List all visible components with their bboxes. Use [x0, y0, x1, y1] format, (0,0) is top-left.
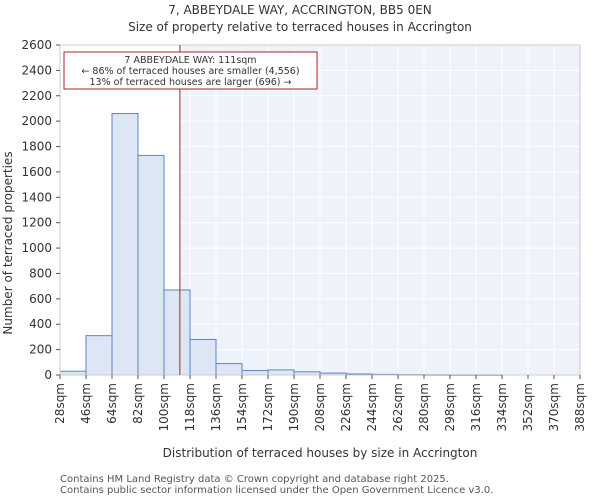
- x-tick-label-2: 64sqm: [105, 383, 119, 424]
- bar-2: [111, 113, 139, 376]
- y-tick-label-0: 0: [44, 368, 52, 382]
- annotation-box: [63, 51, 318, 90]
- y-tick-label-10: 2000: [21, 114, 52, 128]
- y-tick-label-12: 2400: [21, 63, 52, 77]
- annotation-line-2: ← 86% of terraced houses are smaller (4,…: [81, 66, 299, 77]
- x-tick-label-0: 28sqm: [53, 383, 67, 424]
- bar-8: [267, 369, 295, 376]
- x-tick-label-16: 316sqm: [469, 383, 483, 431]
- chart-title-line1: 7, ABBEYDALE WAY, ACCRINGTON, BB5 0EN: [168, 3, 432, 17]
- bar-0: [59, 370, 87, 376]
- y-tick-label-2: 400: [29, 317, 52, 331]
- x-tick-label-6: 136sqm: [209, 383, 223, 431]
- x-tick-label-8: 172sqm: [261, 383, 275, 431]
- annotation-line-1: 7 ABBEYDALE WAY: 111sqm: [124, 55, 256, 66]
- y-tick-label-6: 1200: [21, 216, 52, 230]
- annotation-line-3: 13% of terraced houses are larger (696) …: [90, 77, 292, 88]
- y-tick-label-8: 1600: [21, 165, 52, 179]
- x-tick-label-4: 100sqm: [157, 383, 171, 431]
- bar-4: [163, 289, 191, 376]
- footer-line2: Contains public sector information licen…: [60, 485, 494, 496]
- y-tick-label-5: 1000: [21, 241, 52, 255]
- bar-7: [241, 370, 269, 376]
- bar-3: [137, 154, 165, 376]
- x-tick-label-11: 226sqm: [339, 383, 353, 431]
- x-tick-label-9: 190sqm: [287, 383, 301, 431]
- x-tick-label-12: 244sqm: [365, 383, 379, 431]
- x-tick-label-13: 262sqm: [391, 383, 405, 431]
- y-tick-label-9: 1800: [21, 140, 52, 154]
- x-tick-label-18: 352sqm: [521, 383, 535, 431]
- x-tick-label-17: 334sqm: [495, 383, 509, 431]
- x-tick-label-3: 82sqm: [131, 383, 145, 424]
- larger-region-shade: [179, 45, 580, 375]
- y-axis-label: Number of terraced properties: [1, 151, 15, 334]
- x-tick-label-1: 46sqm: [79, 383, 93, 424]
- y-tick-label-7: 1400: [21, 190, 52, 204]
- x-tick-label-20: 388sqm: [573, 383, 587, 431]
- y-tick-label-11: 2200: [21, 89, 52, 103]
- bar-5: [189, 338, 217, 376]
- bar-1: [85, 335, 113, 376]
- y-tick-label-4: 800: [29, 266, 52, 280]
- x-tick-label-7: 154sqm: [235, 383, 249, 431]
- y-tick-label-3: 600: [29, 292, 52, 306]
- x-axis-label: Distribution of terraced houses by size …: [163, 446, 478, 460]
- x-tick-label-19: 370sqm: [547, 383, 561, 431]
- chart-title-line2: Size of property relative to terraced ho…: [128, 20, 472, 34]
- x-tick-label-5: 118sqm: [183, 383, 197, 431]
- plot-area: 0 200 400 600 800 1000 1200 1400 1600 1800 2000 220…: [21, 38, 587, 431]
- footer-line1: Contains HM Land Registry data © Crown c…: [60, 474, 449, 485]
- y-tick-label-13: 2600: [21, 38, 52, 52]
- bar-6: [215, 363, 243, 376]
- y-tick-label-1: 200: [29, 343, 52, 357]
- x-tick-label-14: 280sqm: [417, 383, 431, 431]
- x-tick-label-10: 208sqm: [313, 383, 327, 431]
- x-tick-label-15: 298sqm: [443, 383, 457, 431]
